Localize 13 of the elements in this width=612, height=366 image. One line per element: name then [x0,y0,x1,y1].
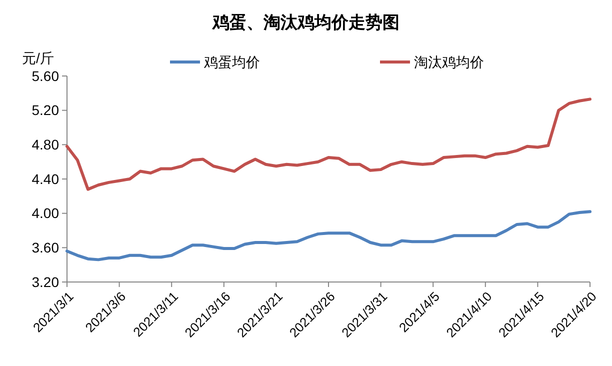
y-axis-title: 元/斤 [22,50,54,66]
legend-label: 淘汰鸡均价 [414,54,484,70]
y-tick-label: 4.40 [32,170,60,187]
chart-title: 鸡蛋、淘汰鸡均价走势图 [212,13,400,32]
y-tick-label: 3.20 [32,274,60,290]
y-tick-label: 3.60 [32,240,60,256]
line-series [66,98,592,191]
y-tick-label: 5.20 [32,102,60,118]
y-tick-label: 4.80 [32,136,60,153]
line-series [66,210,592,262]
y-tick-label: 4.00 [32,205,60,222]
legend-label: 鸡蛋均价 [203,54,260,70]
y-tick-label: 5.60 [32,68,60,84]
